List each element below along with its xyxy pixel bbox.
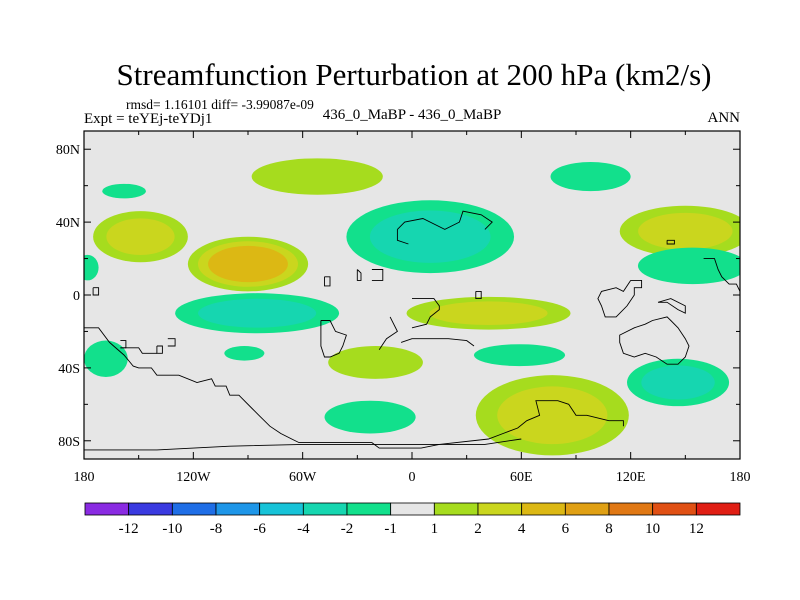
y-axis-labels: 80N 40N 0 40S 80S (56, 143, 80, 450)
coastline-20 (657, 298, 686, 314)
coastline-2 (324, 276, 331, 287)
contour-region-11-level-0 (84, 340, 128, 377)
colorbar-box-8 (433, 502, 479, 516)
coastline-6 (378, 316, 398, 350)
season-label: ANN (708, 110, 741, 126)
contour-region-0-level-0 (102, 183, 146, 199)
contour-region-10-level-1 (429, 301, 548, 326)
coastline-5 (371, 269, 384, 281)
colorbar-label-6: -1 (384, 521, 397, 537)
coastline-10 (397, 210, 493, 230)
coastline-1 (84, 438, 522, 451)
y-tick-label-1: 40N (56, 216, 80, 231)
x-tick-label-0: 180 (74, 470, 95, 485)
axis-ticks (83, 131, 741, 459)
colorbar-label-12: 10 (645, 521, 660, 537)
coastline-12 (666, 239, 675, 245)
coastline-0 (84, 327, 624, 449)
contour-fills (84, 158, 740, 456)
coastline-16 (156, 345, 163, 354)
contour-region-7-level-1 (638, 212, 733, 250)
y-tick-label-2: 0 (73, 289, 80, 304)
colorbar-label-13: 12 (689, 521, 704, 537)
contour-region-5-level-1 (369, 210, 491, 263)
colorbar-box-10 (521, 502, 566, 516)
colorbar-box-2 (171, 502, 217, 516)
colorbar-label-2: -8 (210, 521, 223, 537)
y-tick-label-4: 80S (58, 435, 80, 450)
colorbar-box-6 (346, 502, 392, 516)
contour-region-4-level-0 (251, 158, 383, 195)
coastline-21 (703, 258, 740, 292)
colorbar-box-1 (128, 502, 173, 516)
contour-region-6-level-0 (550, 161, 631, 192)
colorbar-box-9 (477, 502, 523, 516)
colorbar-label-10: 6 (562, 521, 570, 537)
plot-background (84, 131, 740, 459)
coastline-17 (167, 338, 176, 347)
colorbar-box-0 (84, 502, 130, 516)
colorbar-box-13 (652, 502, 697, 516)
contour-region-3-level-2 (208, 245, 288, 283)
colorbar-box-3 (215, 502, 261, 516)
y-tick-label-0: 80N (56, 143, 80, 158)
coastline-19 (597, 279, 643, 318)
chart-title: Streamfunction Perturbation at 200 hPa (… (117, 57, 712, 92)
contour-region-16-level-0 (324, 400, 416, 434)
contour-region-1-level-1 (106, 218, 175, 256)
x-tick-label-3: 0 (409, 470, 416, 485)
contour-region-9-level-1 (198, 298, 317, 328)
x-axis-labels: 180 120W 60W 0 60E 120E 180 (74, 470, 751, 485)
contour-region-14-level-0 (473, 344, 566, 367)
contour-region-2-level-0 (84, 254, 99, 281)
experiment-label: Expt = teYEj-teYDj1 (84, 111, 212, 127)
coastline-18 (120, 347, 157, 354)
coastline-13 (619, 316, 690, 365)
colorbar-labels: -12 -10 -8 -6 -4 -2 -1 1 2 4 6 8 10 12 (119, 521, 704, 537)
x-tick-label-4: 60E (510, 470, 533, 485)
colorbar-box-4 (259, 502, 304, 516)
contour-region-13-level-0 (328, 346, 423, 379)
coastline-11 (396, 229, 409, 245)
x-tick-label-6: 180 (730, 470, 751, 485)
coastline-9 (475, 290, 482, 300)
case-label: 436_0_MaBP - 436_0_MaBP (323, 107, 502, 123)
colorbar-box-11 (564, 502, 610, 516)
colorbar-label-5: -2 (341, 521, 354, 537)
colorbar-box-5 (302, 502, 348, 516)
coastline-14 (92, 287, 100, 296)
y-tick-label-3: 40S (58, 362, 80, 377)
colorbar-label-8: 2 (474, 521, 482, 537)
colorbar-label-0: -12 (119, 521, 139, 537)
colorbar-box-14 (695, 502, 741, 516)
colorbar (84, 502, 741, 516)
colorbar-label-4: -4 (297, 521, 310, 537)
coastlines (84, 210, 740, 451)
coastline-7 (400, 338, 475, 347)
contour-region-17-level-1 (497, 386, 608, 445)
colorbar-label-7: 1 (431, 521, 439, 537)
contour-region-12-level-0 (224, 346, 265, 361)
colorbar-label-11: 8 (605, 521, 613, 537)
stats-label: rmsd= 1.16101 diff= -3.99087e-09 (126, 97, 314, 112)
colorbar-box-7 (390, 502, 435, 516)
x-tick-label-2: 60W (289, 470, 317, 485)
x-tick-label-1: 120W (176, 470, 211, 485)
x-tick-label-5: 120E (616, 470, 646, 485)
coastline-8 (411, 298, 440, 329)
contour-region-15-level-1 (641, 365, 715, 400)
colorbar-label-3: -6 (253, 521, 266, 537)
colorbar-box-12 (608, 502, 654, 516)
coastline-4 (356, 269, 362, 281)
contour-region-8-level-0 (637, 247, 740, 285)
coastline-3 (320, 320, 347, 358)
colorbar-label-1: -10 (162, 521, 182, 537)
colorbar-label-9: 4 (518, 521, 526, 537)
